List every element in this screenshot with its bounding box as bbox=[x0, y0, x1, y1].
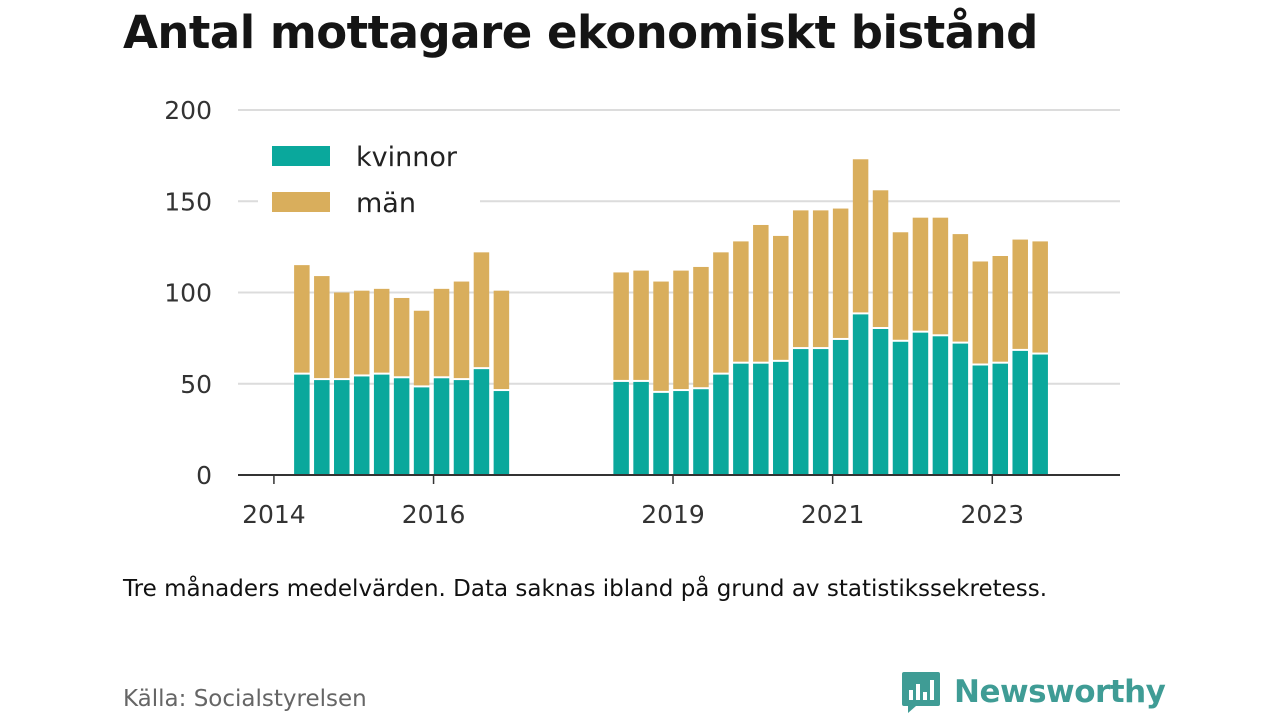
bar-kvinnor bbox=[773, 361, 789, 475]
bar-kvinnor bbox=[493, 391, 510, 475]
legend-swatch bbox=[272, 146, 330, 166]
bar-man bbox=[792, 210, 809, 348]
legend: kvinnor män bbox=[258, 134, 480, 226]
bar-man bbox=[852, 159, 869, 313]
bar-kvinnor bbox=[473, 369, 490, 475]
bar-kvinnor bbox=[753, 363, 769, 475]
bar-man bbox=[633, 270, 649, 380]
bar-kvinnor bbox=[1012, 350, 1028, 475]
bar-kvinnor bbox=[653, 392, 669, 475]
y-tick-label: 0 bbox=[196, 461, 212, 490]
bar-man bbox=[992, 256, 1009, 362]
legend-label: män bbox=[356, 188, 416, 219]
bar-man bbox=[1032, 241, 1048, 353]
bar-kvinnor bbox=[413, 387, 430, 475]
bar-man bbox=[693, 266, 709, 388]
bar-kvinnor bbox=[693, 389, 709, 475]
bar-man bbox=[393, 297, 410, 377]
x-tick-label: 2021 bbox=[801, 500, 865, 529]
bar-kvinnor bbox=[852, 314, 869, 475]
bar-kvinnor bbox=[393, 378, 410, 475]
newsworthy-logo-icon bbox=[902, 672, 940, 713]
y-tick-label: 100 bbox=[164, 279, 212, 308]
bar-man bbox=[872, 190, 889, 327]
bar-man bbox=[653, 281, 669, 391]
source-label: Källa: Socialstyrelsen bbox=[123, 686, 367, 712]
bars bbox=[294, 159, 1048, 475]
bar-kvinnor bbox=[792, 349, 809, 475]
bar-man bbox=[733, 241, 749, 362]
bar-kvinnor bbox=[892, 341, 909, 475]
bar-kvinnor bbox=[613, 381, 629, 475]
bar-kvinnor bbox=[433, 378, 450, 475]
legend-label: kvinnor bbox=[356, 142, 458, 173]
bar-man bbox=[972, 261, 989, 364]
bar-kvinnor bbox=[972, 365, 989, 475]
chart-note: Tre månaders medelvärden. Data saknas ib… bbox=[123, 576, 1048, 602]
y-tick-label: 50 bbox=[180, 370, 212, 399]
bar-man bbox=[832, 208, 849, 338]
bar-kvinnor bbox=[992, 363, 1009, 475]
bar-man bbox=[334, 292, 350, 379]
bar-man bbox=[314, 276, 330, 379]
legend-swatch bbox=[272, 192, 330, 212]
bar-man bbox=[353, 290, 370, 375]
bar-kvinnor bbox=[832, 339, 849, 475]
bar-kvinnor bbox=[872, 329, 889, 475]
x-tick-label: 2019 bbox=[641, 500, 705, 529]
y-axis-ticks: 0 50 100 150 200 bbox=[164, 96, 212, 490]
bar-man bbox=[294, 265, 310, 373]
bar-man bbox=[473, 252, 490, 368]
bar-man bbox=[753, 224, 769, 362]
bar-man bbox=[613, 272, 629, 380]
bar-man bbox=[932, 217, 949, 335]
bar-kvinnor bbox=[733, 363, 749, 475]
bar-man bbox=[1012, 239, 1028, 349]
bar-kvinnor bbox=[314, 380, 330, 475]
x-tick-label: 2014 bbox=[242, 500, 306, 529]
x-axis: 2014 2016 2019 2021 2023 bbox=[238, 474, 1120, 529]
bar-man bbox=[952, 234, 969, 342]
brand-name: Newsworthy bbox=[954, 674, 1166, 710]
bar-kvinnor bbox=[952, 343, 969, 475]
bar-man bbox=[453, 281, 470, 379]
bar-kvinnor bbox=[1032, 354, 1048, 475]
chart-title: Antal mottagare ekonomiskt bistånd bbox=[123, 6, 1038, 59]
x-tick-label: 2023 bbox=[960, 500, 1024, 529]
y-tick-label: 150 bbox=[164, 187, 212, 216]
bar-man bbox=[673, 270, 689, 390]
bar-man bbox=[373, 288, 390, 373]
bar-kvinnor bbox=[673, 391, 689, 475]
bar-man bbox=[433, 288, 450, 377]
bar-kvinnor bbox=[912, 332, 929, 475]
bar-kvinnor bbox=[453, 380, 470, 475]
bar-kvinnor bbox=[633, 381, 649, 475]
bar-kvinnor bbox=[294, 374, 310, 475]
bar-man bbox=[892, 232, 909, 340]
bar-man bbox=[713, 252, 729, 373]
bar-man bbox=[773, 235, 789, 360]
bar-man bbox=[413, 310, 430, 386]
bar-man bbox=[493, 290, 510, 390]
bar-kvinnor bbox=[373, 374, 390, 475]
bar-man bbox=[812, 210, 829, 348]
y-tick-label: 200 bbox=[164, 96, 212, 125]
x-tick-label: 2016 bbox=[402, 500, 466, 529]
bar-kvinnor bbox=[334, 380, 350, 475]
bar-kvinnor bbox=[713, 374, 729, 475]
bar-kvinnor bbox=[932, 336, 949, 475]
bar-man bbox=[912, 217, 929, 331]
newsworthy-logo: Newsworthy bbox=[900, 670, 1166, 714]
bar-kvinnor bbox=[812, 349, 829, 475]
bar-kvinnor bbox=[353, 376, 370, 475]
